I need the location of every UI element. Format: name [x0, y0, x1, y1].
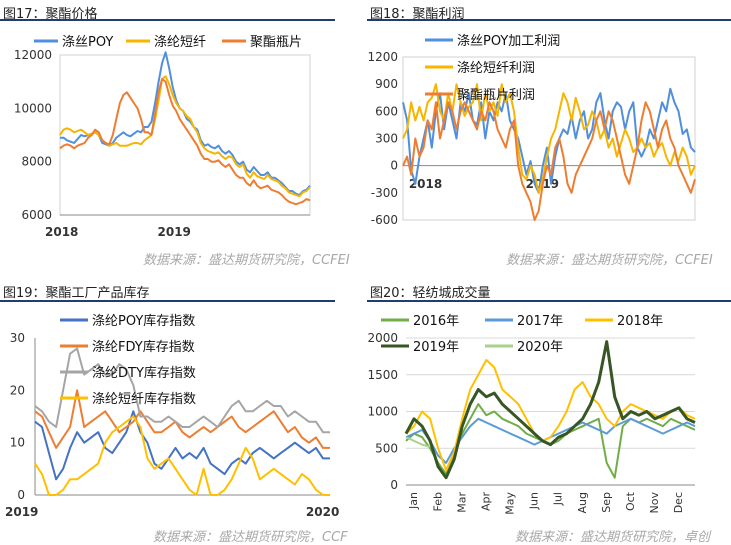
- chart-title: 图19：聚酯工厂产品库存: [3, 286, 150, 301]
- y-tick-label: 900: [375, 77, 398, 91]
- y-tick-label: 10: [10, 436, 25, 450]
- series-line-1: [402, 87, 696, 194]
- x-tick-label: Aug: [576, 492, 589, 513]
- y-tick-label: -600: [371, 213, 398, 227]
- title-underline: [0, 19, 335, 21]
- y-tick-label: 0: [390, 478, 398, 492]
- chart-panel-polyester-profit: 图18：聚酯利润 -600 -300 0 300 600 900 1200 2018 2019 涤…: [365, 0, 731, 272]
- x-tick-label: Sep: [600, 492, 613, 513]
- series-line-4: [404, 340, 696, 480]
- x-tick-label: 2019: [158, 225, 191, 239]
- x-tick-label: 2020: [306, 505, 339, 519]
- x-tick-label: 2019: [5, 505, 38, 519]
- legend-label: 2020年: [517, 340, 563, 355]
- title-underline: [367, 300, 731, 302]
- x-tick-label: Oct: [624, 491, 637, 511]
- x-tick-label: Apr: [479, 492, 492, 512]
- x-tick-label: Jul: [552, 492, 565, 506]
- legend-label: 涤丝POY: [62, 35, 113, 50]
- legend-label: 涤纶短纤利润: [457, 61, 535, 76]
- chart-svg: 0 500 1000 1500 2000 Jan Feb Mar Apr May Jun Jul Aug…: [367, 314, 696, 515]
- x-tick-label: Dec: [672, 492, 685, 513]
- legend-label: 涤纶短纤库存指数: [92, 391, 196, 407]
- plot-border: [402, 56, 696, 221]
- y-tick-label: 1000: [367, 405, 398, 419]
- source-note: 数据来源：盛达期货研究院，卓创: [515, 530, 711, 545]
- x-tick-label: Mar: [455, 492, 468, 513]
- series-line-3: [59, 78, 311, 206]
- x-tick-label: May: [504, 492, 517, 515]
- y-tick-label: 500: [375, 441, 398, 455]
- chart-title: 图17：聚酯价格: [3, 7, 98, 22]
- y-tick-label: 6000: [21, 208, 52, 222]
- series-line-3: [402, 101, 696, 221]
- y-tick-label: 30: [10, 331, 25, 345]
- legend-label: 聚酯瓶片利润: [457, 88, 535, 103]
- source-note: 数据来源：盛达期货研究院，CCFEI: [506, 253, 713, 268]
- chart-panel-polyester-price: 图17：聚酯价格 6000 8000 10000 12000 2018 2019 涤丝POY…: [0, 0, 365, 272]
- series-line-2: [34, 389, 330, 449]
- y-tick-label: -300: [371, 186, 398, 200]
- y-tick-label: 10000: [14, 101, 52, 115]
- legend-label: 2017年: [517, 314, 563, 329]
- y-tick-label: 8000: [21, 155, 52, 169]
- y-tick-label: 12000: [14, 48, 52, 62]
- title-underline: [0, 300, 335, 302]
- y-tick-label: 1200: [367, 50, 398, 64]
- legend-label: 涤纶DTY库存指数: [92, 365, 196, 381]
- chart-svg: 6000 8000 10000 12000 2018 2019 涤丝POY 涤纶短纤 聚酯瓶片: [14, 35, 311, 239]
- legend-label: 聚酯瓶片: [250, 35, 302, 50]
- source-note: 数据来源：盛达期货研究院，CCF: [153, 530, 348, 545]
- x-tick-label: 2018: [409, 177, 442, 191]
- chart-svg: 0 10 20 30 2019 2020 涤纶POY库存指数涤纶FDY库存指数涤纶DTY库存…: [5, 313, 339, 519]
- x-tick-label: Nov: [648, 492, 661, 514]
- x-tick-label: Jun: [528, 492, 541, 510]
- legend-label: 2016年: [413, 314, 459, 329]
- y-tick-label: 600: [375, 104, 398, 118]
- series-line-1: [34, 410, 330, 481]
- chart-title: 图20：轻纺城成交量: [370, 286, 491, 301]
- title-underline: [367, 19, 731, 21]
- y-tick-label: 20: [10, 383, 25, 397]
- x-tick-label: 2018: [45, 225, 78, 239]
- series-line-3: [34, 347, 330, 434]
- series-line-4: [34, 415, 330, 496]
- legend-label: 2018年: [617, 314, 663, 329]
- y-tick-label: 300: [375, 132, 398, 146]
- legend-label: 涤纶FDY库存指数: [92, 339, 195, 355]
- y-tick-label: 2000: [367, 331, 398, 345]
- legend-label: 涤丝POY加工利润: [457, 34, 560, 49]
- series-line-2: [405, 417, 696, 464]
- series-line-1: [60, 51, 311, 196]
- legend-label: 2019年: [413, 340, 459, 355]
- y-tick-label: 0: [390, 159, 398, 173]
- source-note: 数据来源：盛达期货研究院，CCFEI: [143, 253, 350, 268]
- y-tick-label: 0: [17, 488, 25, 502]
- legend-label: 涤纶POY库存指数: [92, 313, 195, 329]
- x-tick-label: Feb: [431, 492, 444, 511]
- chart-title: 图18：聚酯利润: [370, 7, 465, 22]
- series-line-5: [405, 436, 431, 448]
- chart-panel-factory-inventory: 图19：聚酯工厂产品库存 0 10 20 30 2019 2020 涤纶POY库存指数 涤纶F…: [0, 272, 365, 545]
- y-tick-label: 1500: [367, 368, 398, 382]
- x-tick-label: Jan: [407, 492, 420, 510]
- chart-panel-textile-city-volume: 图20：轻纺城成交量 0 500 1000 1500 2000 Jan Feb Mar Apr M…: [365, 272, 731, 545]
- legend-label: 涤纶短纤: [154, 35, 206, 50]
